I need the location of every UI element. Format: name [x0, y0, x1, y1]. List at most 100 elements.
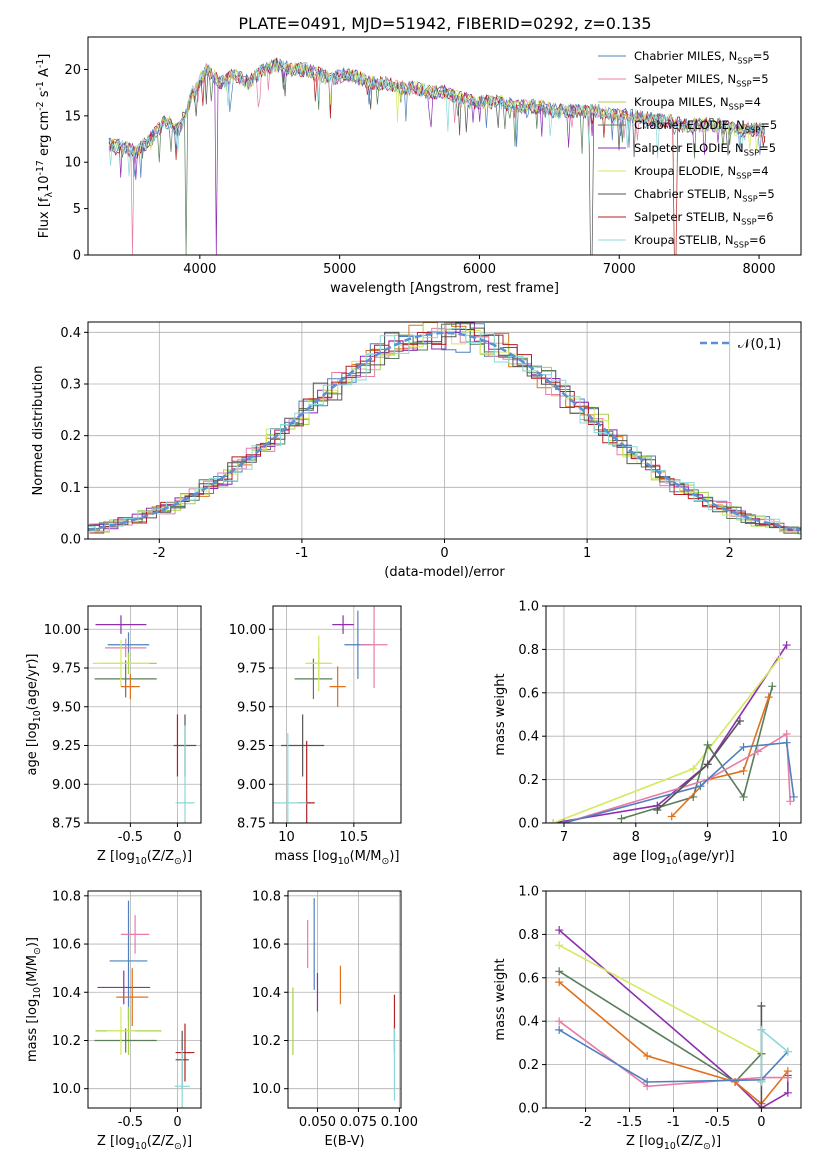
y-axis-label: mass weight [493, 673, 508, 755]
x-tick-label: -1 [667, 1115, 680, 1130]
x-axis-label: Z [log10(Z/Z⊙)] [97, 849, 192, 867]
label-fragment: 10 [338, 856, 350, 867]
spectrum-line-8 [108, 59, 766, 177]
label-fragment: )] [25, 937, 40, 947]
weight-marker [555, 1025, 564, 1034]
label-fragment: )] [182, 1134, 192, 1149]
label-fragment: mass weight [493, 958, 508, 1040]
gaussian-curve [88, 331, 801, 532]
y-tick-label: 9.75 [237, 662, 266, 677]
weight-marker [775, 654, 784, 663]
legend-entry: Salpeter ELODIE, NSSP=5 [634, 141, 776, 157]
x-tick-label: 6000 [463, 262, 496, 277]
x-tick-label: 5000 [323, 262, 356, 277]
weight-marker [739, 743, 748, 752]
weight-marker [555, 941, 564, 950]
y-tick-label: 1.0 [518, 885, 539, 900]
weight-marker [617, 814, 626, 823]
weight-marker [653, 805, 662, 814]
label-fragment: -1 [35, 81, 46, 90]
axes-frame [87, 605, 202, 824]
weight-line [558, 1029, 789, 1083]
y-tick-label: 0.2 [518, 1058, 539, 1073]
weight-marker [703, 760, 712, 769]
x-tick-label: -1.5 [617, 1115, 642, 1130]
y-tick-label: 8.75 [52, 817, 81, 832]
weight-marker [555, 1017, 564, 1026]
x-tick-label: 0.075 [340, 1115, 377, 1130]
weight-marker [643, 1077, 652, 1086]
y-tick-label: 10.2 [252, 1034, 281, 1049]
weight-marker [757, 1002, 766, 1011]
axes-frame [87, 890, 202, 1109]
y-tick-label: 10.0 [252, 1082, 281, 1097]
axes-frame [545, 605, 802, 824]
y-tick-label: 10.8 [252, 889, 281, 904]
label-fragment: (age/yr)] [25, 654, 40, 711]
label-fragment: Kroupa STELIB, N [634, 233, 734, 247]
label-fragment: Z [log [97, 849, 135, 864]
label-fragment: SSP [742, 193, 757, 203]
x-tick-label: 10 [278, 830, 295, 845]
weight-line [563, 741, 795, 823]
legend-entry: Chabrier ELODIE, NSSP=5 [634, 118, 777, 134]
plot-area [108, 57, 766, 255]
axes-frame [272, 605, 402, 824]
label-fragment: ⊙ [703, 1141, 711, 1152]
label-fragment: (M/M [25, 955, 40, 987]
x-tick-label: 4000 [183, 262, 216, 277]
label-fragment: λ [44, 191, 55, 197]
label-fragment: SSP [736, 170, 751, 180]
legend-entry: Salpeter MILES, NSSP=5 [634, 72, 769, 88]
y-tick-label: 10.8 [52, 889, 81, 904]
plot-area [92, 615, 197, 823]
label-fragment: 𝒩(0,1) [738, 337, 781, 352]
label-fragment: E(B-V) [324, 1134, 364, 1149]
label-fragment: mass weight [493, 673, 508, 755]
label-fragment: ⊙ [174, 1141, 182, 1152]
label-fragment: erg cm [37, 111, 52, 160]
label-fragment: SSP [737, 55, 752, 65]
weight-marker [643, 1051, 652, 1060]
legend-entry: Salpeter STELIB, NSSP=6 [634, 210, 774, 226]
weight-marker [555, 926, 564, 935]
legend-entry: Chabrier STELIB, NSSP=5 [634, 187, 775, 203]
y-tick-label: 10.4 [52, 986, 81, 1001]
weight-marker [783, 1047, 792, 1056]
plot-area [555, 926, 792, 1108]
x-tick-label: 7000 [603, 262, 636, 277]
label-fragment: )] [182, 849, 192, 864]
y-axis-label: Normed distribution [31, 366, 46, 496]
x-axis-label: Z [log10(Z/Z⊙)] [97, 1134, 192, 1152]
plot-area [549, 641, 798, 823]
label-fragment: Chabrier STELIB, N [634, 187, 742, 201]
weight-marker [549, 819, 558, 823]
chart-mass_vs_ebv: 0.050 0.075 0.100 10.0 10.2 10.4 10.6 10.8 E(B-V… [252, 889, 418, 1149]
x-tick-label: 0.100 [381, 1115, 418, 1130]
label-fragment: ⊙ [174, 856, 182, 867]
weight-marker [786, 797, 795, 806]
weight-marker [782, 738, 791, 747]
label-fragment: (Z/Z [147, 1134, 174, 1149]
y-tick-label: 10.2 [52, 1034, 81, 1049]
y-tick-label: 20 [64, 63, 81, 78]
x-tick-label: 8000 [743, 262, 776, 277]
label-fragment: s [37, 90, 52, 101]
label-fragment: (age/yr)] [678, 849, 735, 864]
x-tick-label: 0 [757, 1115, 765, 1130]
y-tick-label: 9.00 [52, 778, 81, 793]
x-tick-label: -2 [579, 1115, 592, 1130]
y-tick-label: 9.00 [237, 778, 266, 793]
label-fragment: ⊙ [32, 947, 43, 955]
x-tick-label: 7 [560, 830, 568, 845]
label-fragment: (M/M [350, 849, 382, 864]
figure-title: PLATE=0491, MJD=51942, FIBERID=0292, z=0… [238, 14, 651, 33]
y-tick-label: 0.0 [518, 1102, 539, 1117]
y-tick-label: 0.3 [60, 378, 81, 393]
label-fragment: ⊙ [381, 856, 389, 867]
label-fragment: SSP [745, 124, 760, 134]
chart-age_vs_mass: 10 10.5 8.75 9.00 9.25 9.50 9.75 10.00 mass [log… [229, 605, 402, 867]
y-tick-label: 9.75 [52, 662, 81, 677]
